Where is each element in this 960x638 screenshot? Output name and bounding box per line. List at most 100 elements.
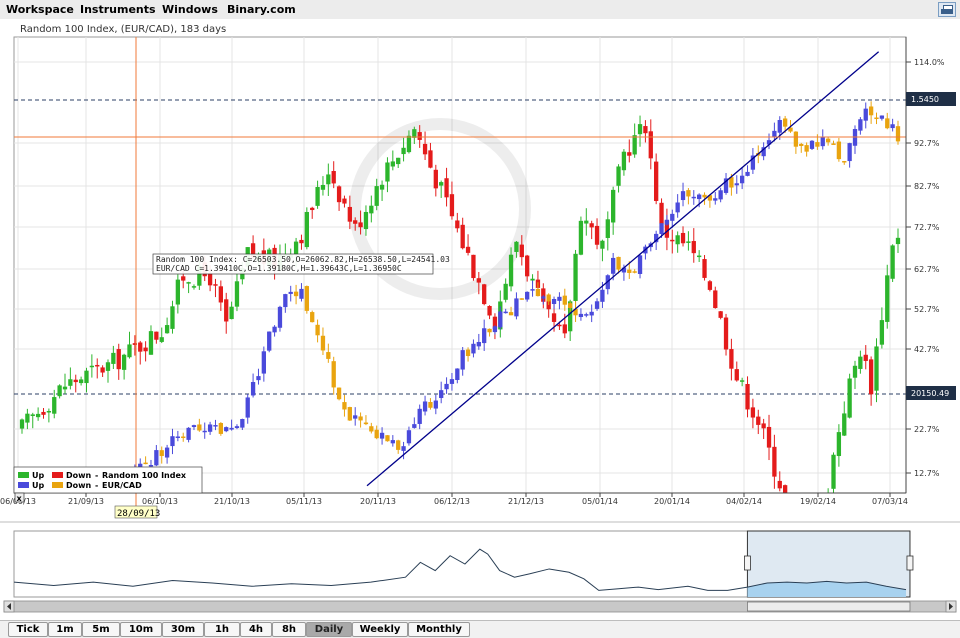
tab-1h[interactable]: 1h [204, 622, 240, 637]
candle-body [514, 241, 519, 252]
price-label-box [906, 92, 956, 106]
candle-body [793, 131, 799, 147]
legend-series-name-1: Random 100 Index [102, 471, 187, 480]
candle-body [396, 440, 401, 450]
candle-body [761, 147, 766, 157]
navigator[interactable] [13, 530, 914, 598]
candle-body [347, 407, 352, 421]
candle-body [627, 152, 632, 156]
tab-daily[interactable]: Daily [306, 622, 352, 637]
candle-body [487, 328, 492, 333]
candle-body [164, 447, 170, 458]
candle-body [159, 337, 164, 342]
candle-body [551, 299, 557, 305]
candle-body [256, 376, 261, 381]
candle-body [670, 213, 675, 221]
candle-body [723, 178, 729, 193]
candle-body [858, 119, 863, 131]
printer-icon[interactable] [938, 2, 956, 17]
candle-body [782, 485, 788, 493]
candle-body [890, 124, 895, 129]
candle-body [766, 140, 772, 145]
navigator-right-handle[interactable] [906, 555, 914, 571]
trend-line[interactable] [366, 51, 880, 487]
chevron-left-icon [7, 603, 11, 610]
candle-body [401, 446, 406, 451]
candle-body [197, 424, 202, 431]
candle-body [444, 383, 449, 390]
candle-body [19, 419, 25, 429]
tab-4h[interactable]: 4h [240, 622, 272, 637]
tab-monthly[interactable]: Monthly [408, 622, 470, 637]
candle-body [293, 241, 299, 255]
candle-body [492, 326, 498, 333]
tab-30m[interactable]: 30m [162, 622, 204, 637]
legend-close-icon[interactable] [14, 492, 25, 503]
candle-body [181, 436, 186, 439]
legend-up-label-2: Up [32, 481, 44, 490]
candle-body [358, 222, 363, 228]
candle-body [358, 416, 363, 421]
navigator-scrollbar[interactable] [3, 600, 957, 613]
y-tick-label: 22.7% [914, 425, 940, 434]
candle-body [568, 303, 573, 309]
tab-tick[interactable]: Tick [8, 622, 48, 637]
candle-body [723, 317, 729, 350]
legend: Up Down - Random 100 Index Up Down - EUR… [13, 466, 203, 503]
menu-instruments[interactable]: Instruments [80, 3, 156, 16]
scroll-thumb[interactable] [747, 601, 911, 612]
menu-workspace[interactable]: Workspace [6, 3, 74, 16]
candle-body [530, 278, 535, 281]
candle-body [148, 331, 154, 355]
tab-1m[interactable]: 1m [48, 622, 82, 637]
tab-10m[interactable]: 10m [120, 622, 162, 637]
candle-body [186, 427, 191, 440]
candle-body [363, 211, 369, 230]
candle-body [449, 194, 455, 217]
candle-body [508, 312, 514, 316]
tab-weekly[interactable]: Weekly [352, 622, 408, 637]
menu-windows[interactable]: Windows [162, 3, 218, 16]
candle-body [293, 291, 299, 297]
candle-body [191, 286, 197, 288]
candle-body [100, 367, 105, 373]
candle-body [605, 219, 610, 238]
candle-body [777, 480, 782, 489]
candle-body [492, 316, 498, 330]
y-tick-label: 72.7% [914, 223, 940, 232]
candle-body [331, 361, 336, 388]
candle-body [772, 446, 777, 477]
candle-body [175, 436, 181, 438]
candle-body [401, 147, 406, 155]
candle-body [611, 189, 616, 223]
tab-8h[interactable]: 8h [272, 622, 306, 637]
candle-body [374, 429, 379, 439]
tab-5m[interactable]: 5m [82, 622, 120, 637]
candle-body [707, 195, 713, 201]
candle-body [600, 289, 605, 302]
menu-binary-com[interactable]: Binary.com [227, 3, 296, 16]
candle-body [895, 126, 901, 142]
navigator-left-handle[interactable] [744, 555, 751, 571]
candle-body [879, 115, 885, 119]
candle-body [627, 269, 632, 273]
candle-body [594, 225, 600, 245]
candle-body [283, 294, 288, 308]
candle-body [347, 206, 352, 222]
candle-body [766, 426, 772, 448]
candle-body [465, 246, 471, 253]
candle-body [326, 352, 331, 359]
watermark-logo [349, 118, 531, 300]
candle-body [530, 289, 535, 291]
candle-body [234, 426, 240, 428]
candle-body [224, 299, 229, 322]
candle-body [465, 349, 471, 357]
candle-body [680, 232, 686, 244]
candle-body [342, 198, 347, 204]
chart-area[interactable]: Random 100 Index, (EUR/CAD), 183 days 11… [0, 19, 960, 619]
candle-body [836, 432, 842, 457]
svg-text:x: x [17, 494, 23, 503]
candle-body [697, 194, 702, 200]
chart-title: Random 100 Index, (EUR/CAD), 183 days [20, 24, 226, 35]
candle-body [315, 187, 320, 206]
